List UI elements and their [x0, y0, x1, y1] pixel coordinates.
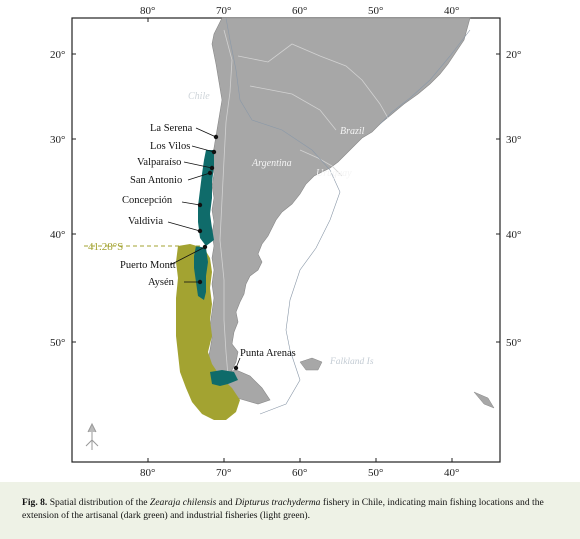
tick-right-40: 40° — [506, 229, 521, 241]
caption-fig-number: Fig. 8. — [22, 497, 48, 508]
caption-species-2: Dipturus trachyderma — [234, 497, 321, 508]
artisanal-fishery-magellan — [210, 370, 238, 386]
caption-text-2: and — [216, 497, 235, 508]
tick-right-20: 20° — [506, 49, 521, 61]
caption-text-1: Spatial distribution of the — [47, 497, 150, 508]
tick-left-40: 40° — [50, 229, 65, 241]
tick-bottom-40: 40° — [444, 467, 459, 479]
tick-top-80: 80° — [140, 5, 155, 17]
tick-top-40: 40° — [444, 5, 459, 17]
tick-bottom-70: 70° — [216, 467, 231, 479]
caption-text-3: fishery in Chile, indicating main fishin… — [22, 497, 544, 521]
tick-left-30: 30° — [50, 134, 65, 146]
map-figure: 41.28°S La Serena Los Vilos Valparaíso S… — [50, 5, 521, 479]
latitude-marker-label: 41.28°S — [88, 241, 123, 253]
south-georgia — [473, 391, 495, 409]
shelf-contour-north — [379, 29, 471, 125]
city-valdivia: Valdivia — [128, 216, 163, 227]
shelf-contour — [225, 17, 341, 415]
tick-bottom-50: 50° — [368, 467, 383, 479]
frame-ticks — [72, 18, 500, 462]
city-valparaiso: Valparaíso — [137, 157, 181, 168]
country-borders — [219, 29, 389, 377]
tick-bottom-80: 80° — [140, 467, 155, 479]
caption-species-1: Zearaja chilensis — [149, 497, 217, 508]
tick-right-30: 30° — [506, 134, 521, 146]
tick-top-50: 50° — [368, 5, 383, 17]
map-svg: 41.28°S La Serena Los Vilos Valparaíso S… — [50, 5, 521, 479]
tick-right-50: 50° — [506, 337, 521, 349]
north-arrow-icon — [85, 422, 99, 450]
tick-top-60: 60° — [292, 5, 307, 17]
city-los-vilos: Los Vilos — [150, 141, 190, 152]
city-concepcion: Concepción — [122, 195, 173, 206]
industrial-fishery-zone — [176, 244, 240, 420]
country-brazil: Brazil — [340, 126, 365, 137]
tick-left-20: 20° — [50, 49, 65, 61]
artisanal-fishery-south — [194, 246, 208, 300]
city-aysen: Aysén — [148, 277, 175, 288]
falkland-islands — [299, 357, 323, 371]
country-falklands: Falkland Is — [329, 357, 374, 367]
tick-bottom-60: 60° — [292, 467, 307, 479]
country-argentina: Argentina — [251, 158, 292, 169]
tick-left-50: 50° — [50, 337, 65, 349]
country-uruguay: Uruguay — [316, 168, 352, 179]
country-chile: Chile — [188, 91, 210, 102]
city-la-serena: La Serena — [150, 123, 193, 134]
city-san-antonio: San Antonio — [130, 175, 182, 186]
city-puerto-montt: Puerto Montt — [120, 260, 176, 271]
city-leaders — [167, 127, 241, 369]
tick-top-70: 70° — [216, 5, 231, 17]
figure-caption: Fig. 8. Spatial distribution of the Zear… — [0, 482, 580, 539]
city-punta-arenas: Punta Arenas — [240, 348, 296, 359]
